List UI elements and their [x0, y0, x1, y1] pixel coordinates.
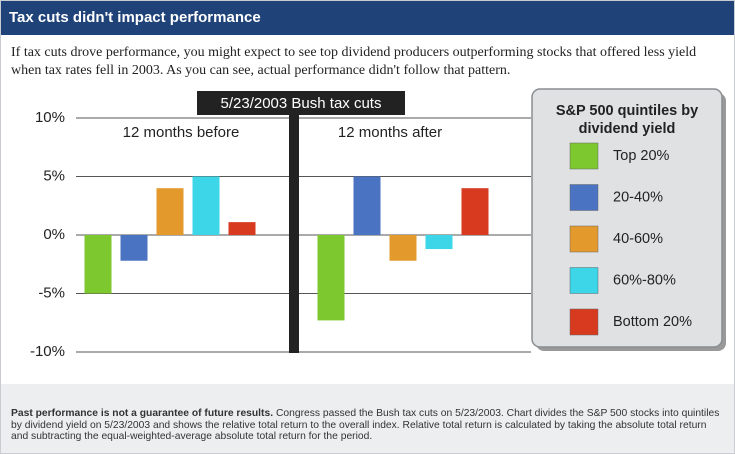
legend-title-line: S&P 500 quintiles by	[556, 103, 698, 119]
bar	[120, 235, 148, 261]
y-tick-label: 5%	[43, 167, 65, 184]
group-label: 12 months after	[338, 124, 442, 141]
bar	[389, 235, 417, 261]
group-label: 12 months before	[123, 124, 240, 141]
bar	[156, 188, 184, 235]
footnote-text: Congress passed the Bush tax cuts on 5/2…	[11, 408, 720, 442]
header-title: Tax cuts didn't impact performance	[1, 1, 734, 35]
bar	[192, 176, 220, 235]
bar	[228, 222, 256, 235]
y-tick-label: 10%	[35, 109, 65, 126]
y-tick-label: 0%	[43, 226, 65, 243]
legend-swatch	[569, 142, 599, 170]
annotation: 5/23/2003 Bush tax cuts	[221, 95, 382, 112]
legend-swatch	[569, 267, 599, 294]
legend-label: Top 20%	[613, 148, 670, 164]
divider	[289, 91, 299, 353]
y-tick-label: -10%	[30, 343, 65, 360]
legend-title: S&P 500 quintiles by dividend yield	[556, 103, 698, 137]
legend-swatch	[569, 184, 599, 211]
bar	[84, 235, 112, 294]
y-tick-label: -5%	[38, 284, 65, 301]
intro-text: If tax cuts drove performance, you might…	[11, 45, 697, 78]
footnote-bold: Past performance is not a guarantee of f…	[11, 408, 274, 419]
footnote: Past performance is not a guarantee of f…	[1, 384, 734, 453]
legend-swatch	[569, 225, 599, 253]
bar	[425, 235, 453, 250]
legend-swatch	[569, 308, 599, 336]
legend-title-line: dividend yield	[579, 121, 676, 137]
bar	[353, 176, 381, 235]
chart: 10% 5% 0% -5% -10% 5/23/2003 Bush tax cuts 12 …	[30, 88, 726, 360]
legend-label: 40-60%	[613, 231, 663, 247]
legend-label: 60%-80%	[613, 272, 676, 288]
legend-label: 20-40%	[613, 189, 663, 205]
legend-label: Bottom 20%	[613, 314, 692, 330]
bar	[317, 235, 345, 321]
bar	[461, 188, 489, 235]
annotation-box	[197, 91, 405, 115]
